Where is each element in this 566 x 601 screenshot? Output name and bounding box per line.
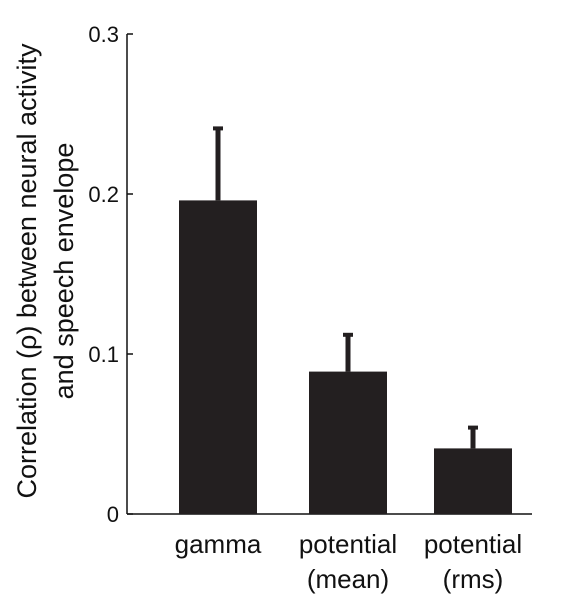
category-labels: gamma potential (mean) potential (rms)	[175, 529, 523, 594]
y-ticks: 0 0.1 0.2 0.3	[88, 22, 133, 527]
y-tick-label: 0.3	[88, 22, 119, 47]
x-tick-label: potential (mean)	[299, 529, 397, 594]
y-tick-label: 0.1	[88, 342, 119, 367]
x-tick-label: gamma	[175, 529, 262, 559]
bar	[179, 200, 257, 514]
y-axis: 0 0.1 0.2 0.3	[88, 22, 133, 527]
y-tick-label: 0	[107, 502, 119, 527]
y-tick-label: 0.2	[88, 182, 119, 207]
bar	[309, 371, 387, 514]
x-tick-label: potential (rms)	[424, 529, 522, 594]
bar	[434, 448, 512, 514]
bars	[179, 126, 512, 514]
y-axis-title: Correlation (ρ) between neural activity a…	[12, 43, 79, 499]
